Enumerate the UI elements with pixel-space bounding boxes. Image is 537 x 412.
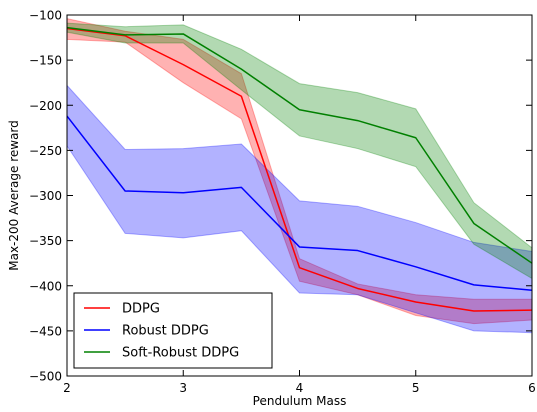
y-axis-label: Max-200 Average reward [7, 120, 21, 271]
x-axis-label: Pendulum Mass [253, 394, 347, 408]
y-tick-label: −500 [29, 370, 62, 384]
legend-label-series-3: Soft-Robust DDPG [122, 346, 239, 361]
y-tick-label: −450 [29, 324, 62, 338]
x-tick-label: 4 [296, 381, 304, 395]
legend-label-series-1: DDPG [122, 302, 160, 317]
line-series-3 [66, 26, 533, 264]
legend-label-series-2: Robust DDPG [122, 324, 209, 339]
y-tick-label: −400 [29, 279, 62, 293]
x-tick-label: 2 [63, 381, 71, 395]
confidence-bands [66, 17, 533, 334]
y-tick-label: −200 [29, 99, 62, 113]
y-tick-label: −300 [29, 189, 62, 203]
legend: DDPG Robust DDPG Soft-Robust DDPG [73, 292, 273, 369]
line-series-2 [66, 115, 533, 292]
x-tick-label: 5 [412, 381, 420, 395]
x-tick-label: 6 [528, 381, 536, 395]
y-tick-label: −100 [29, 9, 62, 23]
y-tick-label: −250 [29, 144, 62, 158]
x-tick-label: 3 [179, 381, 187, 395]
y-axis-ticks: −500 −450 −400 −350 −300 −250 −200 −150 −100 [29, 9, 532, 384]
line-series-1 [66, 27, 533, 312]
y-tick-label: −350 [29, 234, 62, 248]
series-lines [66, 26, 533, 312]
y-tick-label: −150 [29, 54, 62, 68]
x-axis-ticks: 2 3 4 5 6 [63, 15, 536, 395]
